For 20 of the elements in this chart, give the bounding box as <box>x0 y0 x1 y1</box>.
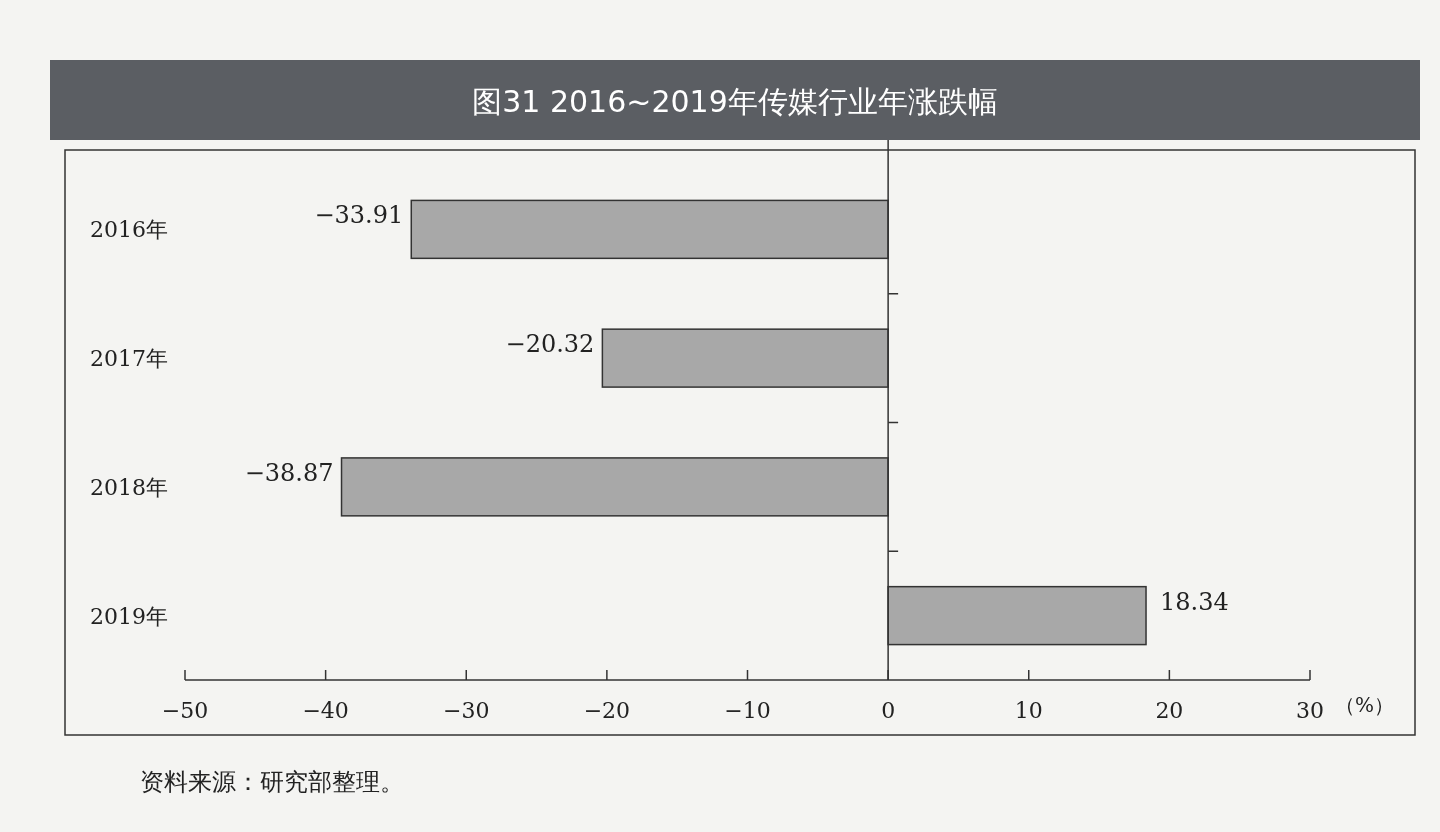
y-tick-label: 2017年 <box>90 346 168 372</box>
data-label: 18.34 <box>1160 587 1229 616</box>
x-tick-label: −30 <box>443 698 490 723</box>
data-label: −33.91 <box>314 201 404 230</box>
x-tick-label: −10 <box>724 698 771 723</box>
x-tick-label: −20 <box>583 698 631 723</box>
data-label: −38.87 <box>244 458 334 487</box>
x-axis-title: （%） <box>1335 693 1395 717</box>
y-tick-label: 2016年 <box>90 217 168 243</box>
x-tick-label: −40 <box>302 698 349 723</box>
x-tick-label: 10 <box>1014 698 1043 723</box>
text: 资料来源：研究部整理。 <box>140 768 404 796</box>
x-tick-label: 0 <box>881 698 896 723</box>
y-tick-label: 2018年 <box>90 474 168 500</box>
x-tick-label: −50 <box>161 698 209 723</box>
data-label: −20.32 <box>505 330 595 359</box>
chart-title: 图31 2016~2019年传媒行业年涨跌幅 <box>472 84 998 119</box>
x-tick-label: 20 <box>1155 698 1184 723</box>
x-tick-label: 30 <box>1296 698 1324 723</box>
y-tick-label: 2019年 <box>90 603 168 629</box>
